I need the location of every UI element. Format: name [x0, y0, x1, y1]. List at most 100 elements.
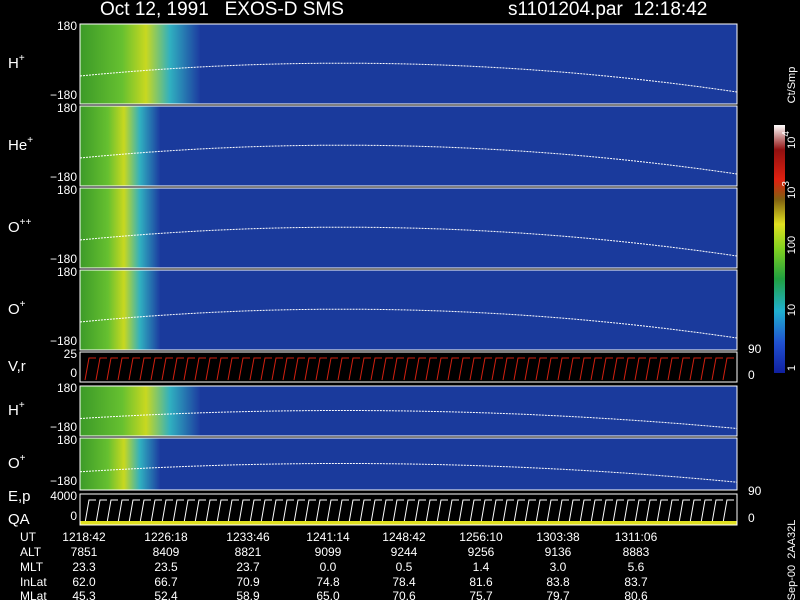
cell: 1311:06: [615, 530, 658, 544]
trajectory-curve: [79, 62, 738, 93]
y-tick-label: −180: [50, 170, 77, 184]
y-tick-label: 0: [70, 509, 77, 523]
trajectory-curve: [79, 462, 738, 483]
title: Oct 12, 1991 EXOS-D SMS: [100, 0, 344, 20]
colorbar-tick-label-base: 10: [786, 187, 798, 199]
colorbar-tick-label-sup: 3: [781, 181, 792, 187]
y-tick-label: 180: [57, 101, 77, 115]
row-label: ALT: [20, 545, 42, 559]
panel-frame: [79, 385, 738, 437]
panel-label: H+: [8, 53, 25, 72]
panel-label-base: E,p: [8, 488, 31, 505]
spectrogram-low-energy: [80, 106, 160, 186]
panel-label-base: O: [8, 219, 20, 236]
cell: 1241:14: [306, 530, 350, 544]
cell: 1248:42: [382, 530, 426, 544]
y-tick-label: −180: [50, 88, 77, 102]
colorbar-tick-label: 104: [781, 131, 798, 149]
cell: 1303:38: [536, 530, 580, 544]
panel-label-sup: ++: [20, 217, 32, 228]
y-tick-label: 180: [57, 183, 77, 197]
row-label: UT: [20, 530, 37, 544]
panel-label: O+: [8, 299, 26, 318]
panel-frame: [79, 437, 738, 491]
sawtooth: [84, 357, 734, 381]
qa-bar: [80, 521, 737, 525]
cell: 8883: [623, 545, 650, 559]
cell: 8409: [153, 545, 180, 559]
cell: 1256:10: [459, 530, 503, 544]
colorbar-tick-label-base: 100: [786, 236, 798, 254]
cell: 45.3: [72, 589, 96, 600]
panel-frame: [79, 493, 738, 526]
cell: 83.7: [624, 575, 648, 589]
cell: 9244: [391, 545, 418, 559]
spectrogram-low-energy: [80, 188, 160, 268]
spectrogram-low-energy: [80, 270, 160, 350]
panel-label: O+: [8, 453, 26, 472]
y-tick-label: 0: [70, 366, 77, 380]
cell: 23.7: [236, 560, 260, 574]
cell: 58.9: [236, 589, 260, 600]
panel-frame: [79, 269, 738, 351]
panel-label-base: He: [8, 137, 27, 154]
panel-frame: [79, 187, 738, 269]
trajectory-curve: [79, 410, 738, 429]
y-tick-label: −180: [50, 252, 77, 266]
panel-label-2: QA: [8, 511, 30, 528]
panel-label-sup: +: [19, 53, 25, 64]
cell: 0.5: [396, 560, 413, 574]
panel-label-sup: +: [19, 400, 25, 411]
panel-label-base: H: [8, 402, 19, 419]
spectrogram-low-energy: [80, 386, 200, 436]
panel-label-base: H: [8, 55, 19, 72]
footer-id: Sep-00 2AA32L: [786, 520, 798, 600]
spectrogram-low-energy: [80, 24, 200, 104]
cell: 0.0: [320, 560, 337, 574]
colorbar-tick-label: 103: [781, 181, 798, 199]
cell: 1233:46: [226, 530, 270, 544]
y-tick-label: 180: [57, 433, 77, 447]
cell: 9256: [468, 545, 495, 559]
cell: 66.7: [154, 575, 178, 589]
panel-frame: [79, 351, 738, 383]
y-tick-label: 4000: [50, 489, 77, 503]
cell: 52.4: [154, 589, 178, 600]
panel-frame: [79, 105, 738, 187]
cell: 1218:42: [62, 530, 106, 544]
y-tick-label: −180: [50, 474, 77, 488]
cell: 81.6: [469, 575, 493, 589]
y-tick-label: 180: [57, 19, 77, 33]
colorbar-tick-label-base: 10: [786, 304, 798, 316]
y-tick-label: −180: [50, 420, 77, 434]
cell: 9136: [545, 545, 572, 559]
trajectory-curve: [79, 226, 738, 257]
cell: 9099: [315, 545, 342, 559]
panel-frame: [79, 23, 738, 105]
panel-label: V,r: [8, 358, 26, 375]
panel-label: H+: [8, 400, 25, 419]
spectrogram-low-energy: [80, 438, 160, 490]
cell: 75.7: [469, 589, 493, 600]
cell: 74.8: [316, 575, 340, 589]
panel-label-base: O: [8, 301, 20, 318]
cell: 70.9: [236, 575, 260, 589]
trajectory-curve: [79, 144, 738, 175]
y-tick-label: −180: [50, 334, 77, 348]
right-tick-label: 0: [748, 511, 755, 525]
cell: 70.6: [392, 589, 416, 600]
cell: 80.6: [624, 589, 648, 600]
right-tick-label: 90: [748, 484, 762, 498]
row-label: MLat: [20, 589, 47, 600]
trajectory-curve: [79, 308, 738, 339]
row-label: InLat: [20, 575, 47, 589]
panel-label-sup: +: [27, 135, 33, 146]
cell: 23.5: [154, 560, 178, 574]
cell: 79.7: [546, 589, 570, 600]
panel-label: He+: [8, 135, 33, 154]
colorbar: [774, 125, 785, 373]
y-tick-label: 180: [57, 381, 77, 395]
colorbar-tick-label-base: 1: [786, 365, 798, 371]
colorbar-title: Ct/Smp: [786, 67, 798, 104]
